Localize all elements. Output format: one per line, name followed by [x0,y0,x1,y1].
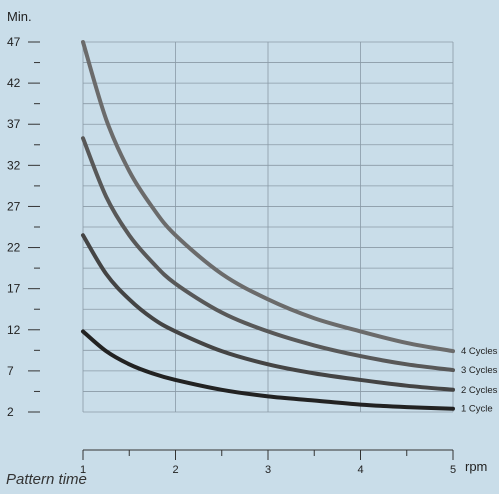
y-tick-label: 37 [7,117,21,131]
y-tick-label: 22 [7,241,21,255]
series-label-1-cycle: 1 Cycle [461,404,493,415]
chart-caption: Pattern time [6,471,87,488]
x-tick-label: 4 [357,464,363,476]
y-tick-label: 2 [7,405,14,419]
x-axis-label: rpm [465,459,487,474]
x-tick-label: 3 [265,464,271,476]
y-axis-label: Min. [7,9,32,24]
grid [82,41,454,413]
series-line-3-cycles [81,136,455,373]
y-tick-label: 47 [7,35,21,49]
x-tick-label: 1 [80,464,86,476]
y-tick-label: 42 [7,76,21,90]
series-lines [81,40,455,411]
series-label-3-cycles: 3 Cycles [461,365,498,376]
series-label-4-cycles: 4 Cycles [461,346,498,357]
series-line-4-cycles [81,40,455,354]
y-tick-label: 12 [7,323,21,337]
series-line-1-cycle [81,329,455,411]
series-labels: 4 Cycles 3 Cycles 2 Cycles 1 Cycle [461,346,498,415]
x-tick-label: 5 [450,464,456,476]
x-tick-label: 2 [172,464,178,476]
y-tick-label: 27 [7,199,21,213]
series-line-2-cycles [81,233,455,392]
y-tick-label: 32 [7,158,21,172]
y-tick-label: 7 [7,364,14,378]
y-tick-label: 17 [7,282,21,296]
series-label-2-cycles: 2 Cycles [461,385,498,396]
